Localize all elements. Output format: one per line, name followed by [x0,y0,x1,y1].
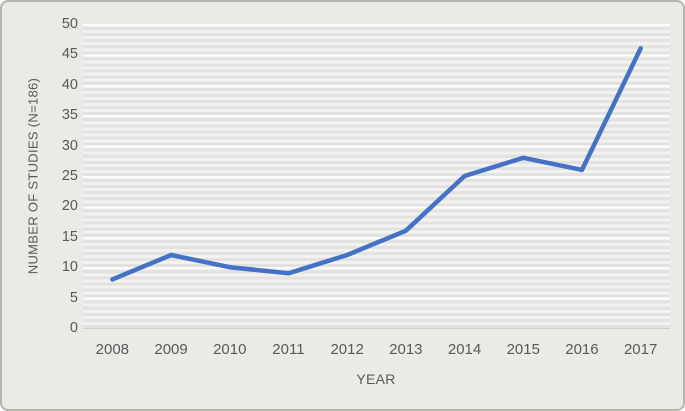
y-tick-label: 40 [61,76,78,93]
y-tick-label: 45 [61,46,78,63]
x-tick-label: 2010 [213,341,247,358]
x-tick-label: 2014 [447,341,482,358]
x-tick-label: 2012 [330,341,364,358]
y-tick-label: 20 [61,198,78,215]
y-tick-label: 30 [61,137,78,154]
y-tick-label: 5 [69,289,78,306]
x-tick-label: 2013 [389,341,423,358]
y-tick-label: 0 [69,320,78,336]
x-tick-label: 2016 [565,341,599,358]
plot-area [83,24,670,329]
line-series-svg [110,46,643,282]
y-tick-label: 10 [61,259,78,276]
y-tick-label: 25 [61,168,78,184]
x-tick-label: 2008 [95,341,130,358]
y-tick-label: 15 [61,228,78,245]
x-axis-title: YEAR [356,371,396,387]
y-axis-title: NUMBER OF STUDIES (N=186) [25,77,41,275]
y-tick-label: 50 [61,16,78,32]
data-line [110,46,643,282]
x-tick-label: 2017 [623,341,658,358]
x-tick-label: 2015 [506,341,540,358]
x-tick-label: 2009 [154,341,188,358]
y-tick-label: 35 [61,107,78,124]
x-tick-label: 2011 [272,341,305,358]
